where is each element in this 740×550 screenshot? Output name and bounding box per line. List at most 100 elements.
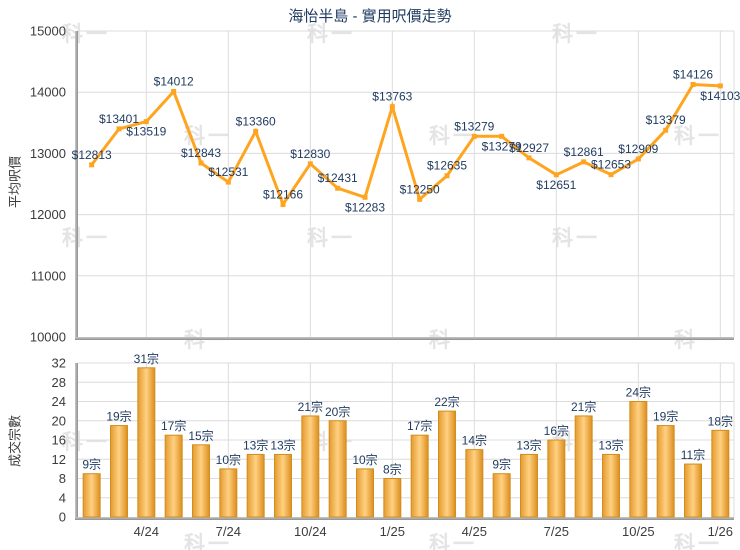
y-tick-label: 32: [52, 356, 66, 371]
watermark: 科一: [184, 329, 232, 352]
volume-bar: [492, 473, 511, 518]
line-point-marker: [389, 104, 395, 110]
price-point-label: $13379: [646, 113, 686, 127]
price-point-label: $13401: [99, 112, 139, 126]
volume-bar-label: 17宗: [407, 418, 432, 433]
line-point-marker: [307, 161, 313, 167]
volume-bar-label: 21宗: [571, 399, 596, 414]
watermark: 科一: [674, 125, 722, 148]
volume-bar: [629, 401, 648, 518]
watermark: 科一: [184, 533, 232, 550]
volume-bars: [82, 367, 730, 518]
line-point-marker: [581, 159, 587, 165]
price-point-label: $12843: [181, 146, 221, 160]
line-point-marker: [635, 156, 641, 162]
price-point-label: $12431: [318, 171, 358, 185]
transaction-count-y-axis-line: [75, 363, 78, 520]
price-point-label: $12861: [564, 145, 604, 159]
volume-bar-label: 22宗: [434, 394, 459, 409]
price-point-label: $12250: [400, 182, 440, 196]
price-point-label: $12909: [618, 142, 658, 156]
watermark: 科一: [552, 23, 600, 46]
price-point-label: $14103: [700, 89, 740, 103]
watermark: 科一: [429, 125, 477, 148]
volume-bar: [110, 425, 128, 518]
volume-bar-label: 11宗: [681, 447, 705, 462]
price-point-label: $14012: [154, 74, 194, 88]
line-point-marker: [362, 194, 368, 200]
volume-bar-label: 10宗: [216, 452, 241, 467]
line-point-marker: [89, 162, 95, 168]
watermark: 科一: [62, 431, 110, 454]
x-tick-label: 4/25: [462, 524, 487, 539]
y-tick-label: 16: [52, 433, 66, 448]
volume-bar: [164, 434, 183, 518]
watermark: 科一: [62, 227, 110, 250]
price-point-label: $12283: [345, 200, 385, 214]
price-trend-y-axis-line: [75, 31, 78, 340]
volume-bar-label: 13宗: [243, 437, 268, 452]
volume-bar: [328, 420, 347, 518]
transaction-count-y-tick-labels: 0 4 8 12 16 20 24 28 32: [52, 356, 66, 525]
price-point-label: $12651: [536, 178, 576, 192]
volume-bar: [219, 468, 238, 518]
watermark: 科一: [429, 533, 477, 550]
volume-bar-label: 9宗: [492, 457, 511, 472]
volume-bar-label: 15宗: [188, 428, 213, 443]
y-tick-label: 20: [52, 413, 66, 428]
volume-bar-label: 19宗: [653, 409, 678, 424]
line-point-marker: [444, 173, 450, 179]
volume-bar-label: 31宗: [134, 351, 159, 366]
volume-bar-label: 17宗: [161, 418, 186, 433]
y-tick-label: 15000: [30, 24, 66, 39]
volume-bar: [684, 463, 702, 518]
volume-bar: [246, 453, 265, 518]
price-point-label: $12927: [509, 141, 549, 155]
price-point-label: $13360: [236, 114, 276, 128]
watermark: 科一: [552, 227, 600, 250]
watermark: 科一: [674, 329, 722, 352]
x-tick-label: 10/24: [294, 524, 327, 539]
watermark: 科一: [307, 23, 355, 46]
volume-bar: [356, 468, 374, 518]
price-point-label: $12830: [290, 147, 330, 161]
price-point-label: $13279: [454, 119, 494, 133]
watermark: 科一: [62, 23, 110, 46]
chart-title: 海怡半島 - 實用呎價走勢: [288, 8, 452, 25]
volume-bar: [137, 367, 156, 518]
y-tick-label: 13000: [30, 146, 66, 161]
volume-bar-label: 21宗: [298, 399, 323, 414]
y-tick-label: 8: [59, 471, 66, 486]
volume-bar-label: 14宗: [462, 433, 487, 448]
y-tick-label: 0: [59, 510, 66, 525]
line-point-marker: [526, 155, 532, 161]
volume-bar-label: 16宗: [544, 423, 569, 438]
line-point-marker: [553, 172, 559, 178]
volume-bar: [574, 415, 593, 518]
line-point-marker: [417, 196, 423, 202]
y-tick-label: 28: [52, 375, 66, 390]
price-trend-y-tick-labels: 10000 11000 12000 13000 14000 15000: [30, 24, 66, 345]
volume-bar: [192, 444, 210, 518]
volume-bar: [410, 434, 429, 518]
volume-bar-label: 10宗: [352, 452, 377, 467]
x-tick-label: 7/24: [216, 524, 241, 539]
volume-bar: [274, 453, 292, 518]
watermark: 科一: [184, 125, 232, 148]
volume-bar: [438, 410, 456, 518]
watermark: 科一: [307, 227, 355, 250]
volume-bar: [82, 473, 101, 518]
y-tick-label: 24: [52, 394, 66, 409]
y-tick-label: 12000: [30, 207, 66, 222]
price-line: [90, 82, 722, 208]
x-tick-label: 4/24: [134, 524, 159, 539]
volume-bar-label: 13宗: [598, 437, 623, 452]
line-point-marker: [225, 179, 231, 185]
line-point-marker: [280, 201, 286, 207]
volume-bar-label: 13宗: [270, 437, 295, 452]
price-point-label: $12813: [72, 148, 112, 162]
volume-bar: [383, 478, 402, 518]
y-tick-label: 12: [52, 452, 66, 467]
